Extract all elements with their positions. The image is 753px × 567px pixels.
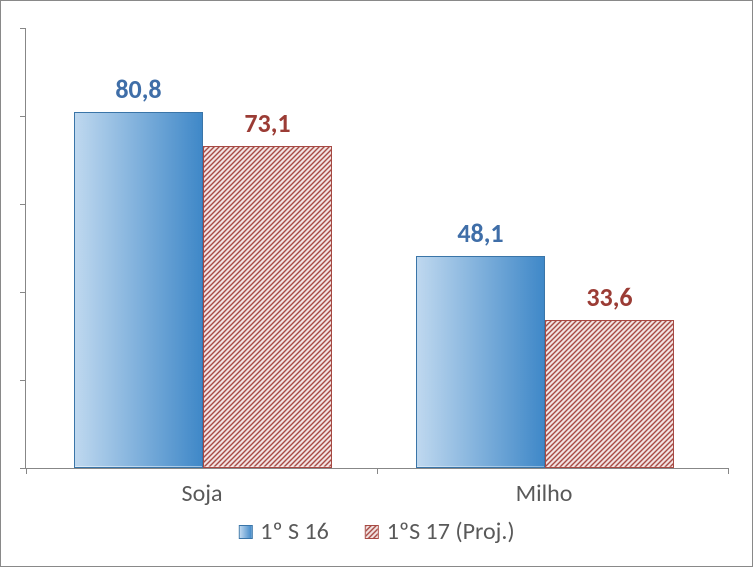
bar: 33,6 — [545, 320, 674, 468]
y-tick — [20, 380, 26, 381]
category-label: Soja — [182, 479, 223, 508]
value-label: 73,1 — [244, 107, 290, 139]
x-tick — [377, 468, 378, 474]
value-label: 48,1 — [457, 217, 503, 249]
y-tick — [20, 28, 26, 29]
chart-container: 80,873,148,133,6 SojaMilho 1º S 161ºS 17… — [0, 0, 753, 567]
bar-fill — [75, 113, 202, 467]
bar-fill — [417, 257, 544, 467]
value-label: 80,8 — [115, 73, 161, 105]
legend-swatch — [365, 525, 379, 539]
bar: 80,8 — [74, 112, 203, 468]
legend-label: 1º S 16 — [260, 517, 329, 546]
bar-fill — [546, 321, 673, 467]
x-tick — [728, 468, 729, 474]
bar: 48,1 — [416, 256, 545, 468]
y-tick — [20, 292, 26, 293]
legend-swatch — [238, 525, 252, 539]
bar-group: 80,873,1 — [74, 112, 332, 468]
bar: 73,1 — [203, 146, 332, 468]
y-tick — [20, 116, 26, 117]
x-tick — [26, 468, 27, 474]
bar-group: 48,133,6 — [416, 256, 674, 468]
legend: 1º S 16 1ºS 17 (Proj.) — [238, 517, 514, 546]
bar-fill — [204, 147, 331, 467]
category-label: Milho — [516, 479, 573, 508]
value-label: 33,6 — [586, 281, 632, 313]
legend-item: 1º S 16 — [238, 517, 329, 546]
plot-area: 80,873,148,133,6 — [25, 29, 728, 469]
y-tick — [20, 204, 26, 205]
legend-label: 1ºS 17 (Proj.) — [387, 517, 515, 546]
legend-item: 1ºS 17 (Proj.) — [365, 517, 515, 546]
